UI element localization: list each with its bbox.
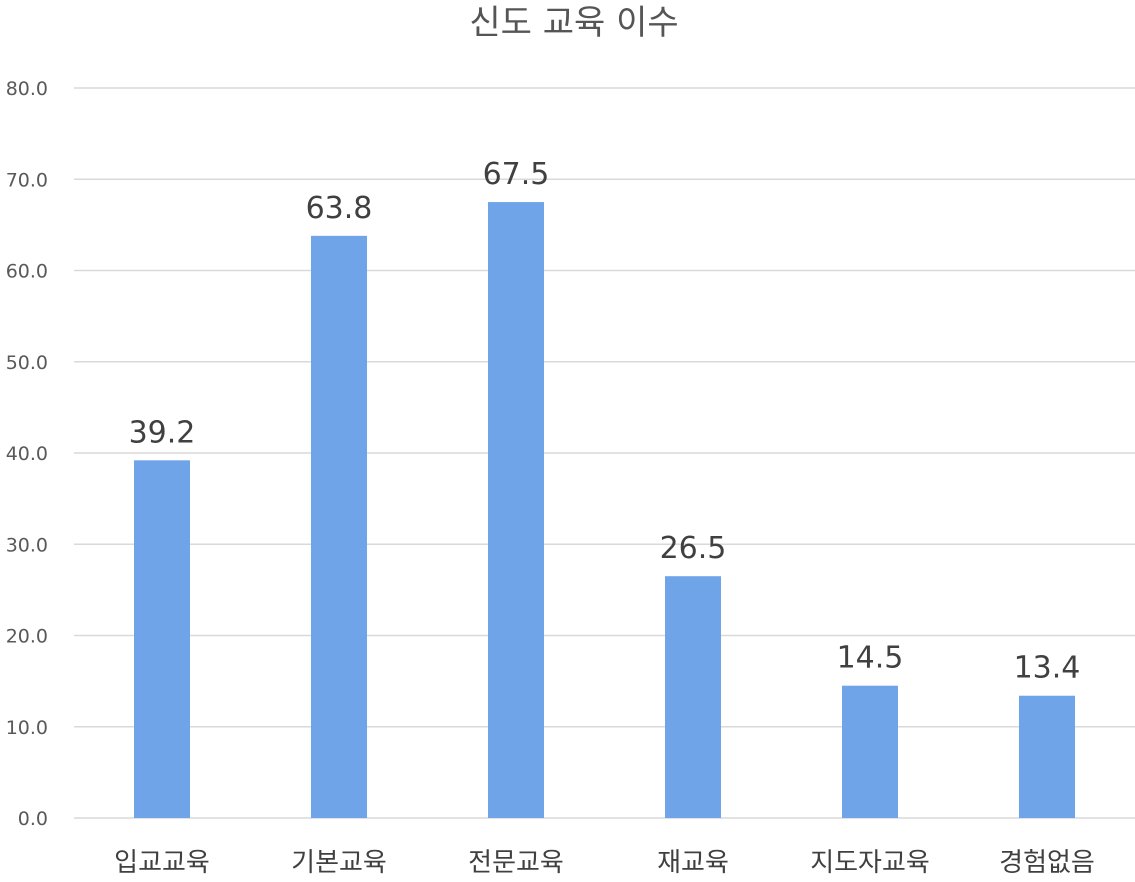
y-axis-ticks: 0.0 10.0 20.0 30.0 40.0 50.0 60.0 70.0 80.0 [6, 78, 48, 830]
data-label: 67.5 [483, 157, 550, 192]
data-labels: 39.2 63.8 67.5 26.5 14.5 13.4 [129, 157, 1081, 686]
gridlines [74, 87, 1135, 819]
data-label: 13.4 [1014, 651, 1081, 686]
y-tick-label: 20.0 [6, 626, 48, 648]
y-tick-label: 70.0 [6, 169, 48, 191]
data-label: 26.5 [660, 531, 727, 566]
category-label: 지도자교육 [810, 848, 930, 878]
bar [311, 235, 367, 818]
y-tick-label: 40.0 [6, 443, 48, 465]
data-label: 14.5 [837, 641, 904, 676]
y-tick-label: 50.0 [6, 352, 48, 374]
category-label: 전문교육 [468, 848, 564, 878]
chart-title: 신도 교육 이수 [469, 3, 678, 43]
bar [842, 685, 898, 818]
category-label: 재교육 [657, 848, 729, 878]
category-label: 경험없음 [999, 848, 1095, 878]
x-axis-categories: 입교교육 기본교육 전문교육 재교육 지도자교육 경험없음 [114, 848, 1095, 878]
bar [1019, 695, 1075, 818]
bar [488, 202, 544, 818]
y-tick-label: 0.0 [18, 808, 48, 830]
y-tick-label: 30.0 [6, 534, 48, 556]
y-tick-label: 60.0 [6, 261, 48, 283]
data-label: 39.2 [129, 415, 196, 450]
category-label: 기본교육 [291, 848, 387, 878]
bars [134, 202, 1075, 818]
category-label: 입교교육 [114, 848, 210, 878]
bar [134, 460, 190, 818]
bar [665, 576, 721, 818]
y-tick-label: 80.0 [6, 78, 48, 100]
y-tick-label: 10.0 [6, 717, 48, 739]
data-label: 63.8 [306, 191, 373, 226]
